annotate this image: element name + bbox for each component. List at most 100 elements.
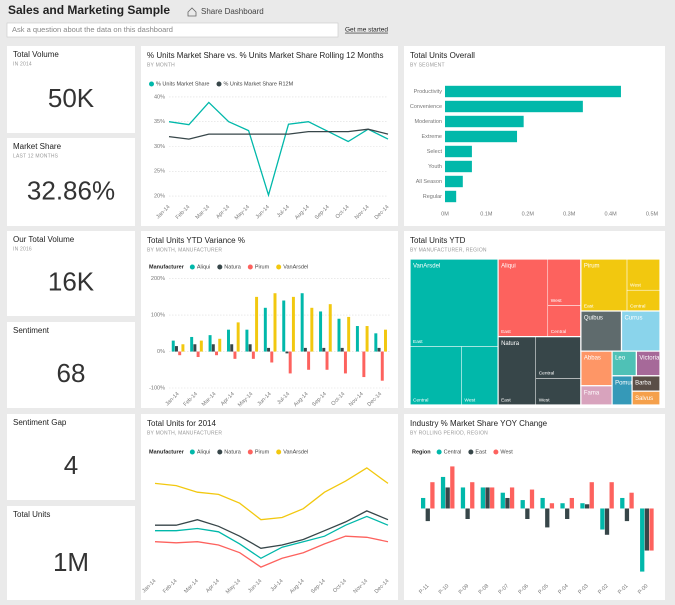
bar [347,316,351,352]
chart-subtitle: BY SEGMENT [410,62,445,68]
chart-title: Industry % Market Share YOY Change [410,419,548,428]
treemap-label: Natura [501,341,520,347]
legend-label: % Units Market Share [156,81,210,87]
bar [445,145,472,158]
series-line [154,467,389,521]
legend-marker [468,449,474,455]
bar [549,503,555,509]
bar [282,300,286,352]
series-line [155,515,389,560]
treemap-sublabel: East [501,329,511,335]
bar [322,347,326,352]
share-dashboard[interactable]: Share Dashboard [201,7,264,16]
card [7,322,135,408]
y-tick-label: 100% [151,313,165,319]
bar [644,508,649,551]
treemap-label: Pomum [615,380,636,386]
tile [404,46,665,226]
legend-marker [217,449,223,455]
y-tick-label: 200% [151,276,165,282]
bar [307,351,311,370]
bar [600,508,605,530]
bar [509,487,515,509]
card-title: Our Total Volume [13,235,75,244]
tile [141,231,398,408]
bar [193,344,197,352]
x-tick-label: 0.5M [646,211,659,217]
treemap-cell [535,378,582,406]
bar [273,293,277,352]
bar [380,351,384,381]
get-started-link[interactable]: Get me started [345,27,388,34]
card [7,231,135,316]
bar [450,466,455,509]
legend-label: Pirum [255,449,270,455]
dashboard-title: Sales and Marketing Sample [8,3,170,17]
treemap-cell [631,390,661,406]
treemap-sublabel: East [501,397,511,403]
share-icon[interactable] [187,7,197,17]
legend-label: % Units Market Share R12M [224,81,294,87]
bar [270,351,274,363]
card-title: Total Units [13,510,50,519]
bar [337,318,341,352]
y-tick-label: 25% [154,169,165,175]
y-tick-label: 0% [157,349,165,355]
bar [291,296,295,352]
card-value: 1M [53,547,89,577]
treemap-sublabel: West [464,397,476,403]
legend-marker [216,81,222,87]
treemap-cell [409,346,462,406]
bar [215,351,219,356]
card-subtitle: LAST 12 MONTHS [13,153,59,159]
bar [233,351,237,359]
bar [560,503,565,509]
bar [420,497,426,509]
bar [377,347,381,352]
bar [445,175,463,188]
series-line [168,101,389,198]
legend-marker [247,449,253,455]
treemap-sublabel: East [413,339,423,345]
bar [178,351,182,356]
bar [325,351,329,370]
legend-marker [217,264,223,270]
x-tick-label: 0M [441,211,449,217]
tile [141,46,398,226]
bar [460,487,466,509]
bar [604,508,610,535]
bar [565,508,570,519]
bar [629,492,634,509]
search-placeholder[interactable]: Ask a question about the data on this da… [12,25,173,34]
treemap-sublabel: Central [413,397,428,403]
series-line [155,510,389,549]
bar [245,329,249,352]
bar [181,344,185,352]
y-tick-label: Regular [423,194,442,200]
card-title: Sentiment [13,326,50,335]
bar [174,346,178,352]
chart-subtitle: BY MONTH [147,62,175,68]
treemap-label: Barba [635,380,652,386]
bar [529,489,535,509]
legend-label: West [500,449,513,455]
bar [267,347,271,352]
bar [227,329,230,352]
bar [236,322,240,352]
legend-label: VanArsdel [283,449,308,455]
series-line [168,128,389,140]
legend-label: Aliqui [197,264,210,270]
bar [374,333,378,352]
bar [208,335,212,352]
bar [343,351,347,374]
bar [384,329,387,352]
treemap-cell [461,346,499,406]
chart-subtitle: BY ROLLING PERIOD, REGION [410,430,488,436]
card-value: 50K [48,83,95,113]
search-box[interactable] [6,22,339,38]
legend-marker [189,264,195,270]
treemap-label: Victoria [639,356,660,362]
treemap-sublabel: West [539,397,551,403]
y-tick-label: 40% [154,94,165,100]
card-value: 4 [64,450,78,480]
